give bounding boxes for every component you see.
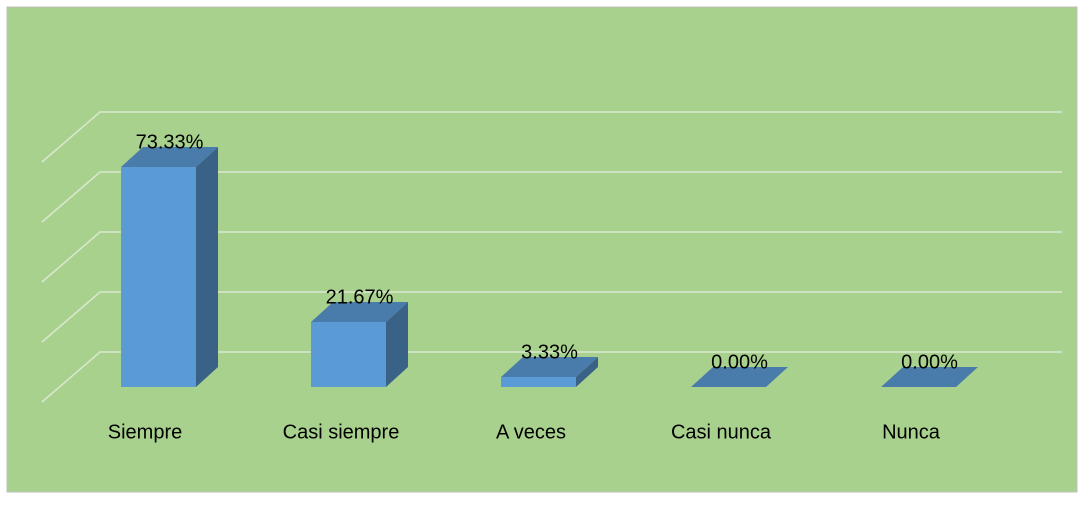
grid-line	[41, 171, 1062, 223]
x-tick-label: Casi nunca	[671, 421, 772, 443]
x-tick-label: A veces	[496, 421, 566, 443]
bar	[121, 167, 196, 387]
grid-line	[41, 111, 1062, 163]
grid-line	[41, 231, 1062, 283]
bar	[501, 377, 576, 387]
bar-side	[386, 301, 408, 387]
bar	[311, 321, 386, 387]
data-label: 3.33%	[521, 341, 578, 363]
data-label: 73.33%	[136, 131, 204, 153]
bar-top	[501, 357, 598, 378]
bar-top	[691, 367, 788, 387]
data-label: 0.00%	[901, 351, 958, 373]
bar-top	[311, 301, 408, 322]
x-tick-label: Siempre	[108, 421, 182, 443]
x-tick-label: Nunca	[882, 421, 941, 443]
data-label: 21.67%	[326, 286, 394, 308]
bar-top	[121, 147, 218, 168]
grid-line	[41, 351, 1062, 403]
x-tick-label: Casi siempre	[283, 421, 400, 443]
grid-line	[41, 291, 1062, 343]
bar-top	[881, 367, 978, 387]
bar-side	[196, 147, 218, 387]
data-label: 0.00%	[711, 351, 768, 373]
bar-side	[576, 357, 598, 387]
